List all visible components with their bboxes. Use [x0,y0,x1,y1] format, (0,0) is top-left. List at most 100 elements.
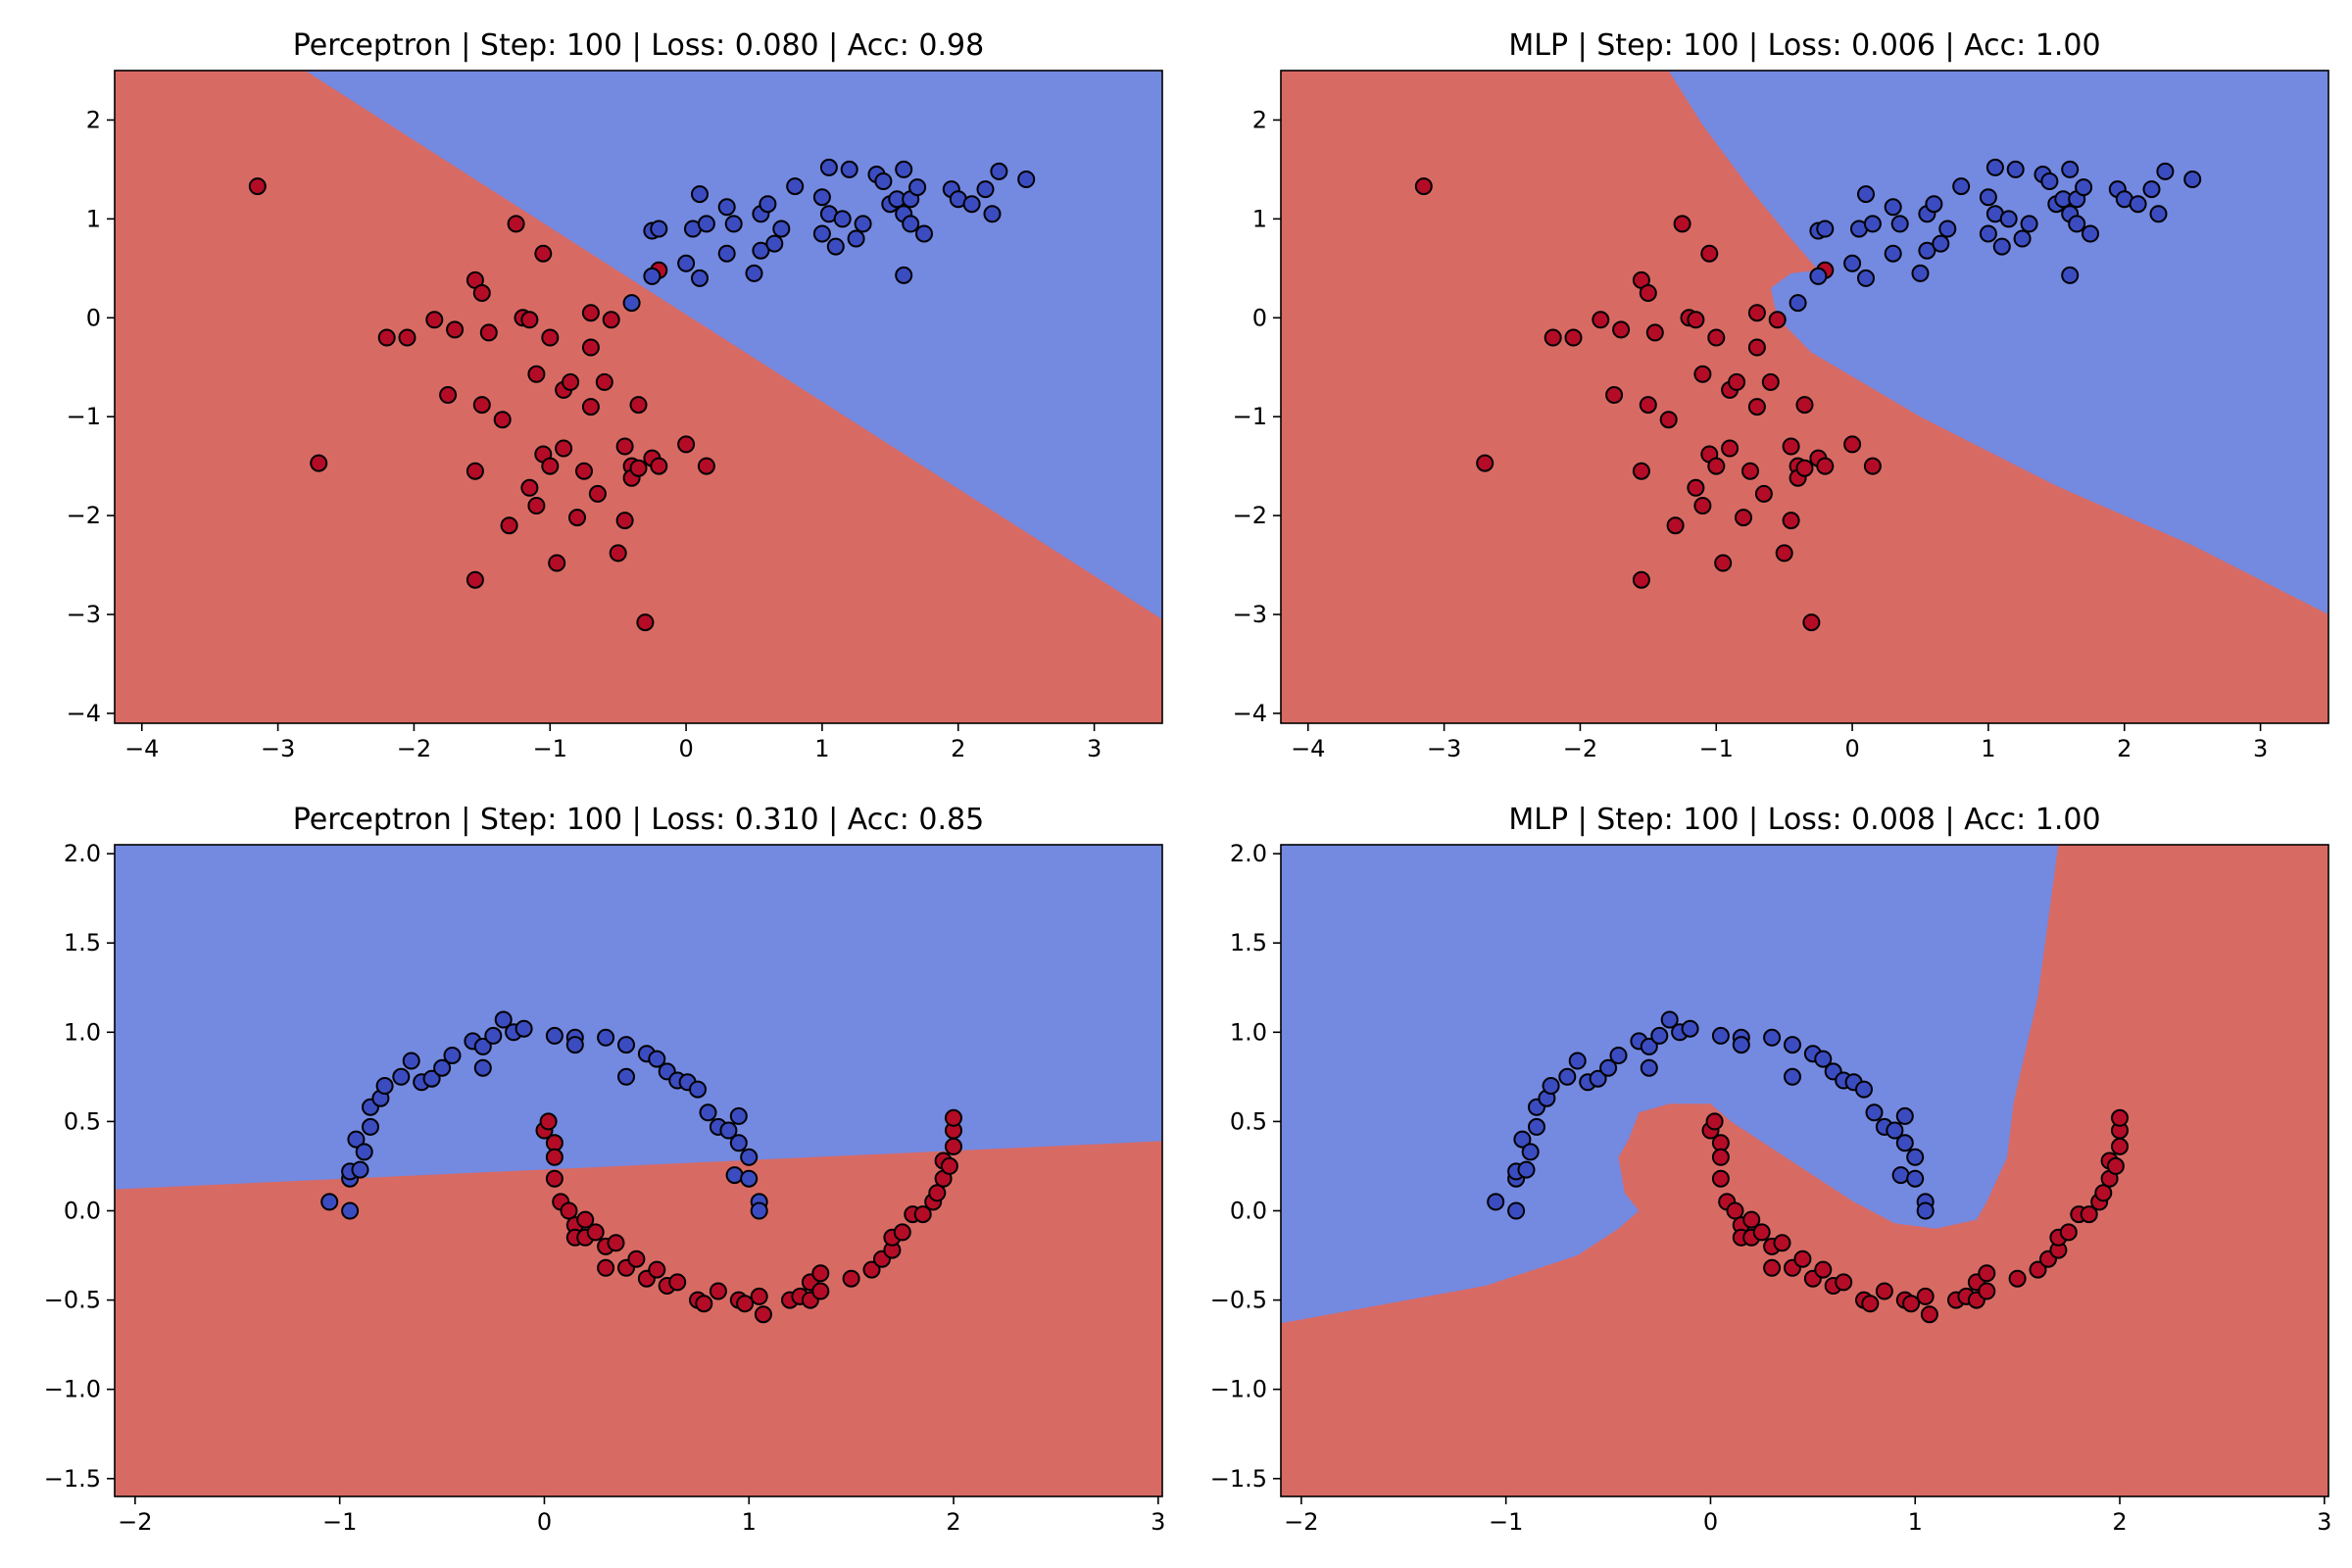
data-point [2013,229,2032,248]
x-tick-label: −1 [1699,735,1734,762]
data-point [1612,320,1631,339]
data-point [1992,237,2011,256]
data-point [1773,1234,1791,1252]
x-tick-label: 2 [951,735,965,762]
data-point [1747,304,1766,322]
data-point [609,544,627,563]
y-tick-label: 1.5 [64,929,101,956]
x-tick-label: 3 [2317,1508,2331,1536]
data-point [548,554,566,572]
y-tick-label: −3 [67,601,101,628]
data-point [1925,195,1943,214]
data-point [446,320,465,339]
data-point [811,1282,830,1300]
data-point [2006,160,2025,178]
data-point [1528,1117,1545,1136]
data-point [874,172,893,190]
data-point [699,1103,717,1122]
series-class1 [1487,1010,1935,1220]
data-point [1857,269,1875,287]
data-point [479,323,498,342]
data-point [392,1067,411,1086]
data-point [1711,1169,1730,1188]
data-point [425,311,444,329]
data-point [1886,1121,1904,1140]
data-point [629,459,648,477]
panel-title: Perceptron | Step: 100 | Loss: 0.310 | A… [293,803,984,837]
data-point [575,462,593,480]
data-point [1788,294,1807,313]
x-tick-label: 0 [537,1508,552,1536]
decision-region-class1 [1281,845,2059,1324]
y-tick-label: −0.5 [1210,1287,1267,1314]
data-point [1513,1130,1532,1149]
data-point [1728,372,1746,391]
y-tick-label: −1.0 [1210,1376,1267,1403]
data-point [2156,162,2175,180]
data-point [668,1273,687,1292]
data-point [709,1282,727,1300]
data-point [1775,544,1793,563]
y-tick-label: −0.5 [44,1287,101,1314]
data-point [1999,210,2018,228]
data-point [2008,1269,2027,1288]
data-point [1916,1201,1935,1220]
y-tick-label: 0 [86,304,101,331]
data-point [1906,1169,1925,1188]
data-point [1639,284,1657,302]
data-point [627,1250,646,1268]
y-tick-label: −4 [67,700,101,727]
y-tick-label: 2.0 [1230,840,1267,867]
series-class0 [248,177,715,632]
data-point [2020,215,2038,233]
data-point [1639,396,1657,415]
data-point [1916,1287,1935,1305]
x-tick-label: 1 [1981,735,1995,762]
data-point [1632,570,1650,589]
data-point [717,244,736,263]
data-point [377,328,396,347]
data-point [1700,244,1719,263]
data-point [534,244,553,263]
data-point [1795,396,1814,415]
data-point [1666,516,1685,535]
data-point [915,224,933,243]
y-tick-label: −4 [1233,700,1267,727]
axes-frame [114,844,1163,1497]
data-point [433,1058,452,1077]
data-point [1687,478,1705,497]
x-tick-label: 3 [1151,1508,1165,1536]
data-point [1784,1036,1801,1054]
data-point [602,311,620,329]
data-point [617,1067,635,1086]
data-point [759,195,777,214]
data-point [1843,254,1862,272]
x-tick-label: −3 [261,735,295,762]
data-point [2080,1205,2098,1224]
y-tick-label: 0.5 [1230,1107,1267,1135]
x-tick-label: −2 [397,735,431,762]
data-point [520,478,539,497]
data-point [2142,180,2161,199]
data-point [2111,1137,2129,1155]
data-point [908,178,927,197]
data-point [1592,311,1610,329]
x-tick-label: 3 [1087,735,1102,762]
data-point [1816,457,1835,475]
data-point [560,1201,578,1220]
data-point [695,1295,713,1313]
data-point [740,1169,759,1188]
data-point [1884,198,1902,217]
data-point [1932,234,1950,253]
data-point [745,264,763,282]
data-point [819,158,838,176]
data-point [527,365,546,383]
data-point [466,462,484,480]
data-point [962,195,981,214]
data-point [842,1269,860,1288]
data-point [617,1036,635,1054]
data-point [1640,1058,1658,1077]
data-point [1660,1010,1679,1029]
series-class1 [320,1010,768,1220]
data-point [545,1169,564,1188]
